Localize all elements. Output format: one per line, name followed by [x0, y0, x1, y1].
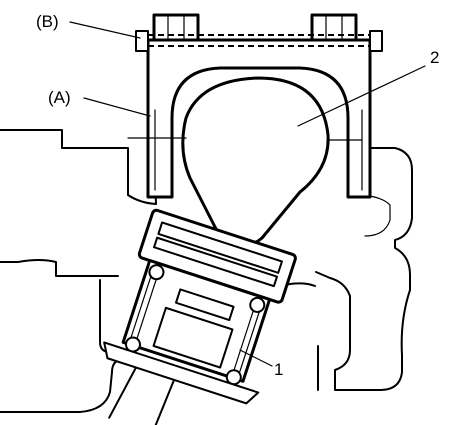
leader-lines: [69, 21, 426, 367]
leader-b: [69, 21, 141, 39]
bolt-end-right: [369, 30, 383, 52]
bracket-a: [146, 13, 372, 199]
leader-a: [83, 97, 151, 117]
label-b: (B): [36, 12, 59, 31]
label-2: 2: [430, 48, 439, 67]
bolt-b: [135, 30, 383, 52]
leader-2: [297, 65, 426, 127]
bolt-end-left: [135, 30, 149, 52]
plunger: [152, 306, 234, 369]
pin-top-left: [148, 264, 165, 281]
bolt-head-left: [152, 13, 200, 42]
bolt-head-right: [310, 13, 358, 42]
pin-top-right: [249, 296, 266, 313]
label-1: 1: [274, 360, 283, 379]
label-a: (A): [48, 88, 71, 107]
leader-1: [239, 349, 273, 367]
tensioner-assembly: [103, 208, 297, 425]
